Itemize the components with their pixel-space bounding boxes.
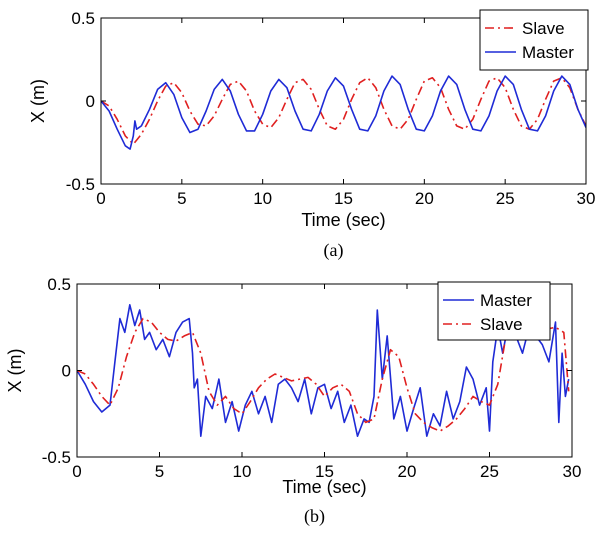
panel-b-legend: Master Slave [437, 281, 551, 341]
panel-a-x-axis-label: Time (sec) [301, 210, 385, 230]
panel-b-caption: (b) [304, 506, 325, 527]
panel-a-caption: (a) [324, 240, 344, 261]
panel-b-y-axis-label: X (m) [5, 349, 25, 393]
panel-a-y-tick-label: 0 [86, 92, 95, 111]
panel-b-x-tick-label: 20 [398, 462, 417, 481]
panel-b-x-axis-label: Time (sec) [282, 477, 366, 497]
panel-a-x-tick-label: 25 [496, 189, 515, 208]
panel-b-legend-box [437, 281, 551, 341]
panel-a-x-tick-label: 30 [577, 189, 596, 208]
panel-b-x-tick-label: 25 [480, 462, 499, 481]
panel-b-y-tick-label: -0.5 [42, 448, 71, 467]
panel-a-x-tick-label: 10 [253, 189, 272, 208]
panel-b-x-tick-label: 5 [155, 462, 164, 481]
panel-b-x-tick-label: 10 [233, 462, 252, 481]
panel-b-legend-label-master: Master [480, 291, 532, 310]
panel-b: 0 5 10 15 20 25 300.50-0.5 Time (sec) X (m) Ma… [5, 275, 581, 527]
panel-a-x-tick-label: 0 [96, 189, 105, 208]
panel-a-legend: Slave Master [479, 9, 589, 71]
panel-a-y-tick-label: 0.5 [71, 9, 95, 28]
panel-a-x-tick-label: 15 [334, 189, 353, 208]
panel-b-series-master-line [77, 304, 570, 437]
panel-b-x-tick-label: 15 [315, 462, 334, 481]
panel-b-y-tick-label: 0.5 [47, 275, 71, 294]
panel-a-series-slave-line [101, 77, 586, 145]
panel-a-legend-box [479, 9, 589, 71]
panel-b-ticks: 0 5 10 15 20 25 300.50-0.5 [42, 275, 582, 481]
panel-a: 0 5 10 15 20 25 300.50-0.5 Time (sec) X (m) Sl… [28, 9, 595, 261]
panel-a-x-tick-label: 5 [177, 189, 186, 208]
panel-b-series [77, 304, 570, 437]
panel-b-series-slave-line [77, 317, 570, 432]
panel-b-y-tick-label: 0 [62, 362, 71, 381]
panel-a-y-axis-label: X (m) [28, 79, 48, 123]
panel-a-legend-label-slave: Slave [522, 19, 565, 38]
panel-a-series-master-line [101, 75, 586, 150]
panel-b-x-tick-label: 0 [72, 462, 81, 481]
panel-a-y-tick-label: -0.5 [66, 175, 95, 194]
panel-b-x-tick-label: 30 [563, 462, 582, 481]
panel-a-x-tick-label: 20 [415, 189, 434, 208]
panel-a-legend-label-master: Master [522, 43, 574, 62]
panel-a-series [101, 75, 586, 150]
panel-b-legend-label-slave: Slave [480, 315, 523, 334]
